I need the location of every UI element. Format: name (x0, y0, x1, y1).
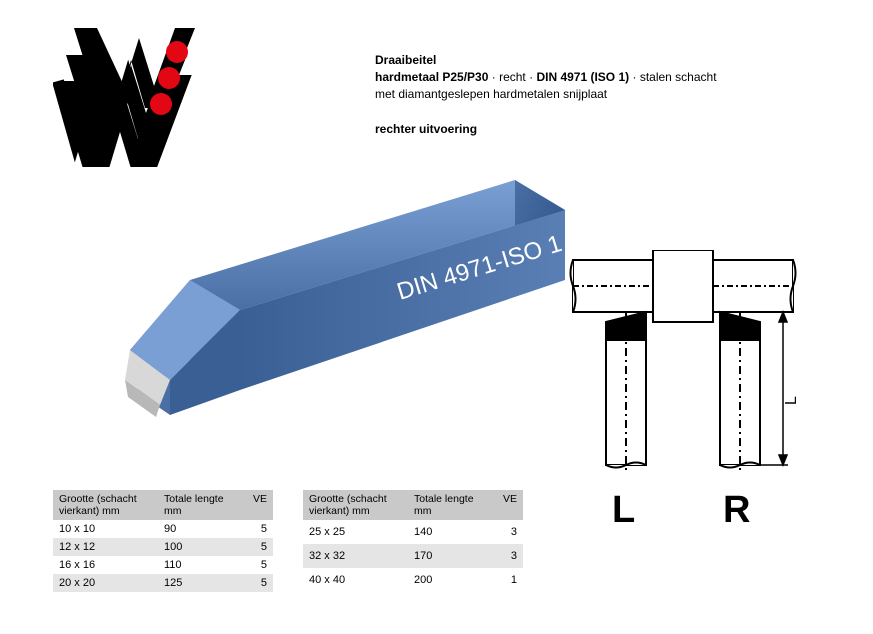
col-length: Totale lengtemm (408, 490, 488, 520)
cell-length: 140 (408, 520, 488, 544)
cell-ve: 5 (238, 538, 273, 556)
spec-tables: Grootte (schachtvierkant) mm Totale leng… (53, 490, 523, 592)
col-ve: VE (488, 490, 523, 520)
table-row: 12 x 121005 (53, 538, 273, 556)
cell-size: 12 x 12 (53, 538, 158, 556)
cell-length: 200 (408, 568, 488, 592)
diagram-svg: L L R (558, 250, 823, 530)
cell-ve: 1 (488, 568, 523, 592)
cell-length: 125 (158, 574, 238, 592)
table-header-row: Grootte (schachtvierkant) mm Totale leng… (53, 490, 273, 520)
diagram-label-left: L (612, 489, 635, 530)
cell-ve: 5 (238, 520, 273, 538)
table-row: 16 x 161105 (53, 556, 273, 574)
tool-render: DIN 4971-ISO 1 R2020 (70, 125, 575, 445)
diagram-label-right: R (723, 489, 750, 530)
cell-length: 110 (158, 556, 238, 574)
cell-size: 40 x 40 (303, 568, 408, 592)
table-row: 20 x 201255 (53, 574, 273, 592)
spec-table-1: Grootte (schachtvierkant) mm Totale leng… (53, 490, 273, 592)
cell-ve: 5 (238, 556, 273, 574)
cell-ve: 3 (488, 520, 523, 544)
col-size: Grootte (schachtvierkant) mm (53, 490, 158, 520)
desc-material: hardmetaal P25/P30 (375, 70, 488, 84)
product-description: Draaibeitel hardmetaal P25/P30 · recht ·… (375, 52, 717, 102)
technical-diagram: L L R (558, 250, 823, 530)
table-row: 25 x 251403 (303, 520, 523, 544)
dim-label: L (783, 396, 800, 405)
cell-ve: 3 (488, 544, 523, 568)
desc-detail: met diamantgeslepen hardmetalen snijplaa… (375, 87, 607, 101)
table-header-row: Grootte (schachtvierkant) mm Totale leng… (303, 490, 523, 520)
desc-type: recht (499, 70, 526, 84)
desc-standard: DIN 4971 (ISO 1) (536, 70, 629, 84)
col-size: Grootte (schachtvierkant) mm (303, 490, 408, 520)
table-row: 32 x 321703 (303, 544, 523, 568)
cell-length: 100 (158, 538, 238, 556)
cell-size: 20 x 20 (53, 574, 158, 592)
spec-table-2: Grootte (schachtvierkant) mm Totale leng… (303, 490, 523, 592)
cell-size: 10 x 10 (53, 520, 158, 538)
col-ve: VE (238, 490, 273, 520)
desc-title: Draaibeitel (375, 53, 436, 67)
cell-size: 16 x 16 (53, 556, 158, 574)
cell-size: 32 x 32 (303, 544, 408, 568)
table-row: 10 x 10905 (53, 520, 273, 538)
col-length: Totale lengtemm (158, 490, 238, 520)
cell-size: 25 x 25 (303, 520, 408, 544)
cell-length: 170 (408, 544, 488, 568)
product-image: DIN 4971-ISO 1 R2020 (70, 125, 575, 445)
cell-length: 90 (158, 520, 238, 538)
desc-shaft: stalen schacht (640, 70, 717, 84)
table-row: 40 x 402001 (303, 568, 523, 592)
cell-ve: 5 (238, 574, 273, 592)
